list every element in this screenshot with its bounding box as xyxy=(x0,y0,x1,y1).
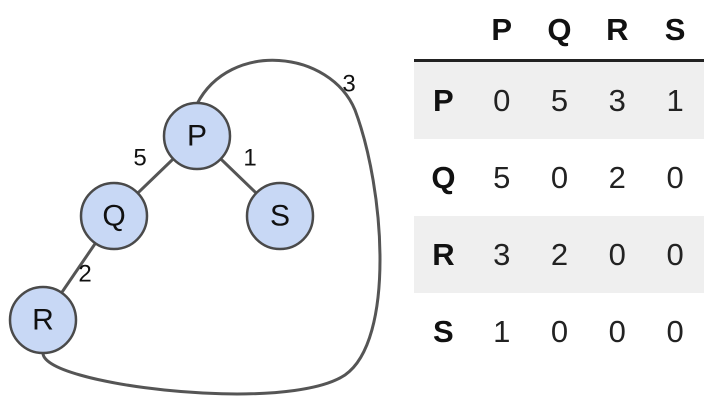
matrix-cell: 0 xyxy=(608,236,626,272)
weighted-graph: 5 1 2 3 P Q S R xyxy=(8,58,382,396)
edge-p-r xyxy=(41,58,382,396)
matrix-cell: 3 xyxy=(493,236,511,272)
matrix-cell: 0 xyxy=(666,236,684,272)
matrix-cell: 0 xyxy=(666,313,684,349)
matrix-cell: 0 xyxy=(550,313,569,349)
edge-weight-p-q: 5 xyxy=(133,145,146,172)
node-p-label: P xyxy=(187,120,207,153)
matrix-row-s: S 1 0 0 0 xyxy=(414,293,704,370)
node-q: Q xyxy=(79,181,149,251)
matrix-cell: 3 xyxy=(608,82,626,118)
matrix-cell: 5 xyxy=(550,82,569,118)
matrix-col-header: Q xyxy=(547,11,572,47)
node-s-circle xyxy=(245,181,315,251)
matrix-corner xyxy=(414,0,473,59)
matrix-row-header: P xyxy=(433,82,454,118)
matrix-cell: 1 xyxy=(493,313,511,349)
matrix-cell: 0 xyxy=(493,82,511,118)
matrix-row-header: Q xyxy=(431,159,456,195)
matrix-col-header: R xyxy=(606,11,629,47)
matrix-cell: 2 xyxy=(550,236,569,272)
matrix-cell: 0 xyxy=(608,313,626,349)
node-s-label: S xyxy=(270,200,290,233)
node-r-label: R xyxy=(32,304,54,337)
node-q-label: Q xyxy=(102,200,125,233)
node-r: R xyxy=(8,285,78,355)
adjacency-matrix: P Q R S P 0 5 3 1 Q 5 0 2 0 R 3 2 0 0 S … xyxy=(414,0,704,370)
matrix-col-header: P xyxy=(491,11,513,47)
matrix-cell: 1 xyxy=(666,82,684,118)
matrix-cell: 0 xyxy=(550,159,569,195)
node-p-circle xyxy=(162,101,232,171)
edge-weight-q-r: 2 xyxy=(78,261,91,288)
edge-weight-p-r: 3 xyxy=(342,71,355,98)
matrix-row-p: P 0 5 3 1 xyxy=(414,62,704,139)
node-q-circle xyxy=(79,181,149,251)
node-s: S xyxy=(245,181,315,251)
edge-weight-p-s: 1 xyxy=(243,145,256,172)
matrix-row-header: S xyxy=(433,313,454,349)
matrix-header-row: P Q R S xyxy=(414,0,704,62)
matrix-row-header: R xyxy=(432,236,455,272)
matrix-cell: 0 xyxy=(666,159,684,195)
matrix-row-q: Q 5 0 2 0 xyxy=(414,139,704,216)
matrix-cell: 5 xyxy=(493,159,511,195)
matrix-row-r: R 3 2 0 0 xyxy=(414,216,704,293)
node-r-circle xyxy=(8,285,78,355)
matrix-col-header: S xyxy=(664,11,686,47)
node-p: P xyxy=(162,101,232,171)
matrix-cell: 2 xyxy=(608,159,626,195)
